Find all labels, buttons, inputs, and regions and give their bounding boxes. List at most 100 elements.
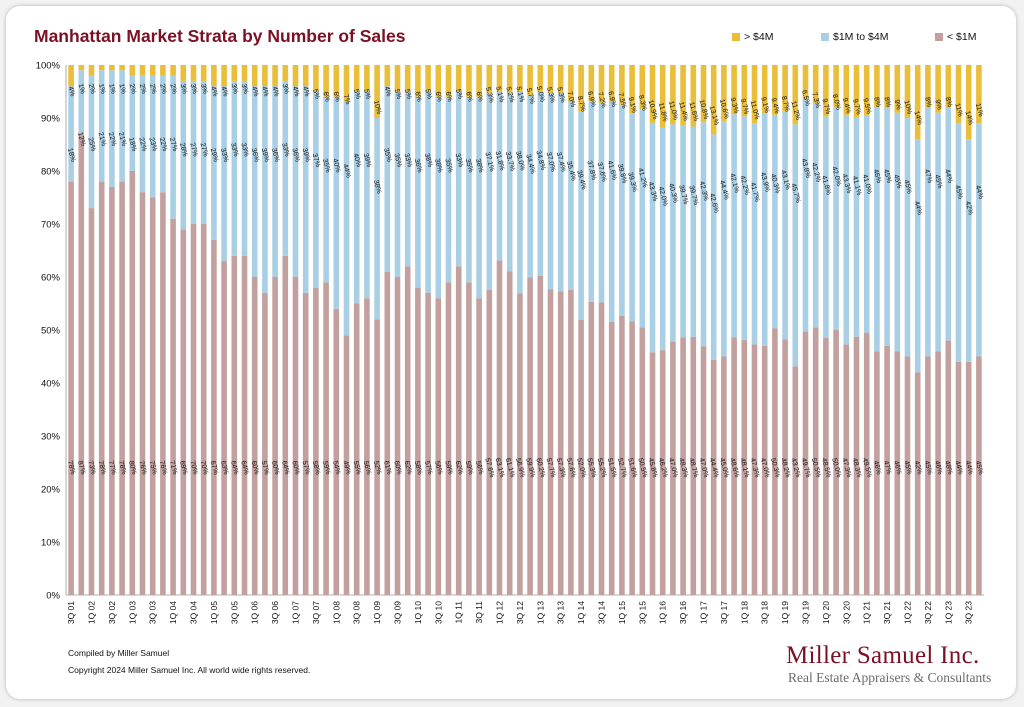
bar-1m-to-4m (160, 75, 166, 193)
bar-over-4m (282, 65, 289, 81)
bar-under-1m (109, 186, 115, 595)
x-tick-label: 3Q 19 (801, 601, 811, 624)
label-1m-to-4m: 35% (382, 147, 392, 162)
label-under-1m: 64% (229, 460, 239, 475)
label-over-4m: 11.6% (687, 101, 699, 121)
label-under-1m: 60% (250, 460, 260, 475)
bar-over-4m (221, 65, 227, 87)
bar-under-1m (976, 356, 982, 595)
bar-1m-to-4m (343, 102, 350, 336)
bar-under-1m (741, 340, 748, 595)
label-over-4m: 8.7% (780, 95, 791, 112)
bar-over-4m (608, 65, 615, 102)
label-under-1m: 50.3% (769, 457, 781, 478)
label-over-4m: 11.8% (657, 102, 669, 122)
label-under-1m: 47.0% (667, 457, 679, 478)
bar-1m-to-4m (955, 123, 962, 362)
label-over-4m: 3% (199, 83, 208, 95)
label-1m-to-4m: 39% (301, 147, 311, 162)
bar-over-4m (211, 65, 217, 87)
x-tick-label: 1Q 03 (127, 601, 137, 624)
bar-over-4m (853, 65, 860, 117)
bar-1m-to-4m (557, 93, 564, 292)
label-over-4m: 3% (179, 83, 188, 95)
bar-under-1m (353, 303, 360, 595)
bar-under-1m (884, 345, 890, 595)
x-tick-label: 3Q 06 (270, 601, 280, 624)
label-over-4m: 5.1% (494, 86, 505, 103)
label-over-4m: 11% (953, 103, 963, 118)
label-under-1m: 80% (127, 460, 137, 475)
label-over-4m: 2% (128, 83, 137, 95)
bar-1m-to-4m (710, 134, 717, 360)
x-tick-label: 1Q 12 (495, 601, 505, 624)
label-under-1m: 57% (423, 460, 433, 475)
label-under-1m: 45% (923, 460, 933, 475)
bar-under-1m (88, 208, 95, 595)
label-1m-to-4m: 22% (107, 132, 117, 147)
bar-1m-to-4m (302, 86, 309, 293)
x-tick-label: 1Q 04 (168, 601, 178, 624)
y-tick-label: 100% (36, 61, 61, 72)
label-over-4m: 4% (250, 86, 259, 98)
label-under-1m: 42% (913, 460, 923, 475)
label-under-1m: 47.0% (698, 457, 710, 478)
bar-1m-to-4m (333, 96, 340, 309)
label-1m-to-4m: 33% (280, 142, 290, 157)
bar-over-4m (925, 65, 931, 108)
label-1m-to-4m: 38% (372, 179, 382, 194)
y-tick-label: 20% (41, 485, 61, 496)
label-1m-to-4m: 42.0% (657, 186, 669, 207)
y-axis: 0% 10% 20% 30% 40% 50% 60% 70% 80% 90% 100% (36, 61, 984, 602)
bar-under-1m (527, 277, 533, 595)
bar-1m-to-4m (925, 107, 931, 357)
x-tick-label: 1Q 06 (250, 601, 260, 624)
bar-1m-to-4m (731, 114, 737, 338)
y-tick-label: 50% (41, 326, 61, 337)
x-tick-label: 3Q 10 (433, 601, 443, 624)
bar-under-1m (659, 350, 666, 595)
bar-over-4m (466, 65, 472, 97)
bar-under-1m (323, 282, 329, 595)
legend-label: < $1M (947, 31, 977, 43)
bar-1m-to-4m (659, 127, 666, 351)
bar-under-1m (700, 346, 707, 595)
bar-over-4m (802, 65, 809, 100)
label-over-4m: 8% (872, 96, 881, 108)
label-1m-to-4m: 38% (433, 158, 443, 173)
bar-under-1m (435, 298, 442, 595)
label-over-4m: 1% (77, 83, 86, 95)
x-tick-label: 1Q 22 (903, 601, 913, 624)
label-1m-to-4m: 43.3% (647, 181, 659, 202)
bar-under-1m (98, 181, 105, 595)
label-over-4m: 4% (383, 86, 392, 98)
bar-under-1m (935, 351, 941, 595)
bar-under-1m (180, 229, 187, 596)
legend-item-1m-to-4m: $1M to $4M (821, 31, 888, 43)
x-tick-label: 1Q 16 (658, 601, 668, 624)
label-under-1m: 50.5% (636, 457, 648, 478)
label-1m-to-4m: 37.4% (555, 151, 567, 172)
label-over-4m: 9.1% (627, 96, 638, 113)
label-under-1m: 45% (974, 460, 984, 475)
x-tick-label: 3Q 02 (107, 601, 117, 624)
label-over-4m: 5% (352, 88, 361, 100)
bar-under-1m (517, 293, 523, 595)
bar-over-4m (262, 65, 268, 87)
label-under-1m: 45% (902, 460, 912, 475)
label-1m-to-4m: 40.3% (769, 173, 781, 194)
bar-1m-to-4m (313, 91, 319, 288)
bar-1m-to-4m (761, 113, 768, 346)
label-1m-to-4m: 37% (311, 153, 321, 168)
label-under-1m: 48% (943, 460, 953, 475)
x-tick-label: 3Q 03 (148, 601, 158, 624)
label-over-4m: 9% (893, 99, 902, 111)
label-1m-to-4m: 38.0% (514, 150, 526, 171)
label-under-1m: 71% (168, 460, 178, 475)
label-under-1m: 57.3% (555, 457, 567, 478)
bar-over-4m (710, 65, 717, 135)
bar-1m-to-4m (914, 139, 921, 373)
bar-over-4m (598, 65, 605, 104)
bar-under-1m (455, 266, 462, 595)
label-1m-to-4m: 47% (923, 169, 933, 184)
